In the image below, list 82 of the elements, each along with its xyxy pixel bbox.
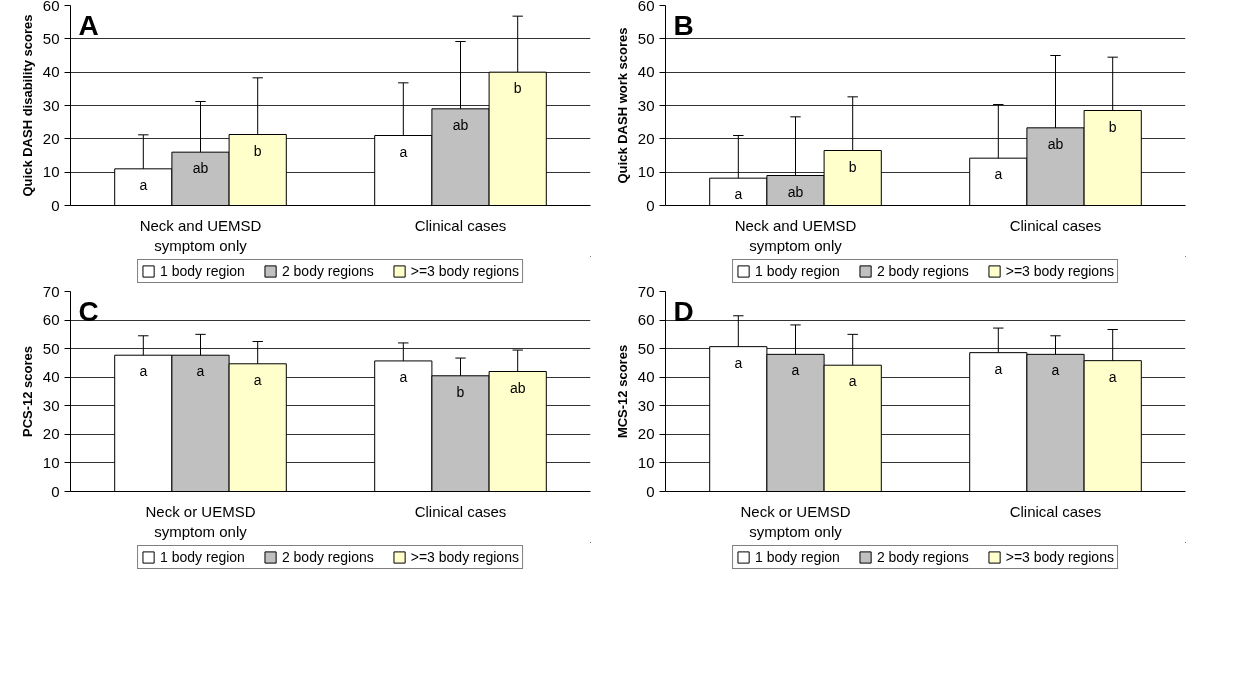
y-tick-label: 50 [637,29,655,47]
legend-label: >=3 body regions [1005,263,1114,279]
y-tick-label: 60 [42,311,60,329]
data-label: ab [509,379,526,396]
y-tick-label: 50 [42,29,60,47]
y-tick-label: 40 [42,368,60,386]
y-tick-label: 0 [646,482,655,500]
annotation: A [78,9,99,41]
legend-label: 1 body region [160,549,245,565]
y-tick-label: 10 [42,163,60,181]
data-label: ab [192,160,209,177]
legend-label: 2 body regions [281,549,374,565]
y-axis-title: PCS-12 scores [19,345,35,438]
y-tick-label: 20 [637,129,655,147]
y-tick-label: 60 [637,311,655,329]
data-label: b [253,142,262,159]
data-label: ab [787,183,804,200]
data-label: a [994,166,1003,183]
data-label: a [196,363,205,380]
y-tick-label: 30 [42,96,60,114]
data-label: a [399,143,408,160]
y-tick-label: 60 [637,0,655,14]
data-label: ab [1047,135,1064,152]
y-tick-label: 10 [637,163,655,181]
data-label: a [791,362,800,379]
y-axis-title: Quick DASH disability scores [19,14,35,197]
y-tick-label: 50 [637,339,655,357]
data-label: a [399,368,408,385]
y-tick-label: 0 [646,196,655,214]
annotation: B [673,9,694,41]
legend-label: >=3 body regions [410,549,519,565]
data-label: a [139,363,148,380]
x-tick-label: Neck or UEMSD symptom only [145,502,256,540]
data-label: a [994,360,1003,377]
y-tick-label: 20 [42,129,60,147]
x-tick-label: Clinical cases [414,502,507,520]
x-tick-label: Clinical cases [1009,216,1102,234]
y-tick-label: 40 [42,63,60,81]
y-tick-label: 30 [637,396,655,414]
annotation: D [673,295,694,327]
data-label: a [734,354,743,371]
y-tick-label: 60 [42,0,60,14]
x-tick-label: Neck and UEMSD symptom only [734,216,857,254]
y-tick-label: 10 [637,453,655,471]
data-label: a [139,176,148,193]
y-tick-label: 70 [637,282,655,300]
data-label: a [1051,362,1060,379]
y-tick-label: 30 [637,96,655,114]
y-tick-label: 20 [637,425,655,443]
x-tick-label: Neck or UEMSD symptom only [740,502,851,540]
y-tick-label: 30 [42,396,60,414]
data-label: a [734,186,743,203]
data-label: b [1108,118,1117,135]
y-tick-label: 50 [42,339,60,357]
data-label: b [848,158,857,175]
y-tick-label: 20 [42,425,60,443]
y-tick-label: 0 [51,196,60,214]
x-tick-label: Clinical cases [1009,502,1102,520]
data-label: b [456,383,465,400]
y-tick-label: 10 [42,453,60,471]
legend-label: 2 body regions [281,263,374,279]
y-axis-title: Quick DASH work scores [614,27,630,184]
x-tick-label: Neck and UEMSD symptom only [139,216,262,254]
y-axis-title: MCS-12 scores [614,344,630,439]
y-tick-label: 40 [637,63,655,81]
y-tick-label: 40 [637,368,655,386]
data-label: ab [452,116,469,133]
legend-label: 1 body region [755,549,840,565]
y-tick-label: 70 [42,282,60,300]
data-label: a [1108,368,1117,385]
annotation: C [78,295,99,327]
data-label: b [513,80,522,97]
x-tick-label: Clinical cases [414,216,507,234]
data-label: a [848,373,857,390]
legend-label: 1 body region [160,263,245,279]
data-label: a [253,371,262,388]
legend-label: 2 body regions [876,549,969,565]
legend-label: 1 body region [755,263,840,279]
legend-label: >=3 body regions [1005,549,1114,565]
legend-label: >=3 body regions [410,263,519,279]
y-tick-label: 0 [51,482,60,500]
legend-label: 2 body regions [876,263,969,279]
